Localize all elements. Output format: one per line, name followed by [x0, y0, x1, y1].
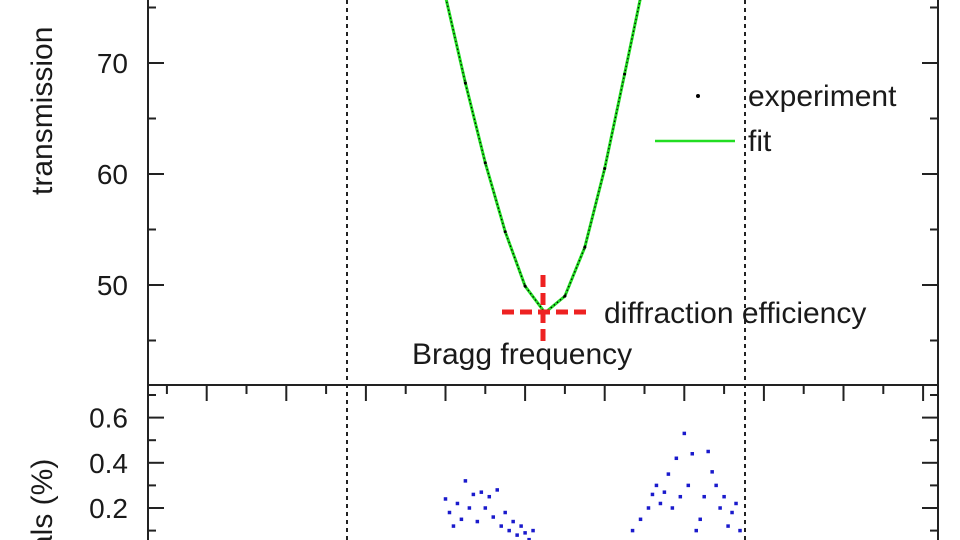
- residual-point: [531, 528, 535, 533]
- lower-y-axis-title: als (%): [26, 459, 59, 540]
- residual-point: [499, 524, 503, 528]
- residual-point: [698, 517, 702, 522]
- upper-series-group: [444, 0, 642, 315]
- residual-point: [650, 492, 655, 497]
- residual-point: [722, 494, 726, 499]
- residual-point: [682, 431, 687, 436]
- upper-y-tick-label: 70: [97, 48, 128, 79]
- upper-y-tick-label: 50: [97, 270, 128, 301]
- residual-point: [443, 497, 448, 501]
- residual-point: [519, 524, 523, 528]
- residual-point: [654, 483, 659, 488]
- residual-point: [710, 470, 714, 474]
- experiment-point: [463, 81, 467, 85]
- lower-y-tick-label: 0.6: [89, 403, 128, 434]
- residual-point: [662, 490, 667, 494]
- residual-point: [666, 472, 671, 476]
- residual-point: [515, 533, 519, 537]
- experiment-series-dots: [445, 0, 641, 314]
- bragg-marker: [502, 275, 592, 342]
- residual-point: [467, 506, 472, 510]
- experiment-point: [563, 294, 567, 298]
- residual-point: [475, 519, 480, 524]
- residual-point: [523, 531, 527, 535]
- experiment-point: [583, 245, 587, 249]
- residual-point: [507, 528, 511, 533]
- experiment-point: [623, 72, 627, 76]
- legend-fit-label: fit: [748, 125, 772, 158]
- residual-point: [678, 494, 683, 499]
- residual-point: [479, 490, 484, 494]
- residual-point: [503, 510, 507, 515]
- residual-point: [527, 537, 531, 540]
- residual-point: [483, 506, 488, 510]
- lower-y-tick-label: 0.2: [89, 493, 128, 524]
- residual-point: [674, 456, 679, 461]
- lower-series-group: [443, 431, 742, 540]
- residual-point: [702, 494, 706, 499]
- legend-experiment-marker: [696, 94, 700, 98]
- fit-series-line: [444, 0, 642, 315]
- diffraction-efficiency-label: diffraction efficiency: [604, 297, 866, 330]
- experiment-point: [503, 230, 507, 234]
- residual-point: [511, 519, 515, 524]
- residual-point: [726, 524, 730, 528]
- upper-y-ticks: 50 60 70: [97, 6, 938, 342]
- residual-point: [638, 517, 643, 522]
- residual-point: [714, 483, 718, 488]
- residual-point: [447, 510, 452, 515]
- residual-point: [646, 506, 651, 510]
- residual-point: [451, 524, 456, 528]
- bragg-frequency-label: Bragg frequency: [412, 338, 632, 371]
- upper-y-axis-title: transmission: [26, 27, 59, 195]
- upper-y-tick-label: 60: [97, 159, 128, 190]
- experiment-point: [603, 166, 607, 170]
- residual-point: [471, 492, 476, 497]
- residual-point: [670, 506, 675, 510]
- residual-point: [718, 506, 722, 510]
- x-ticks: [165, 385, 925, 401]
- residual-point: [694, 528, 698, 533]
- lower-y-ticks: 0.2 0.4 0.6: [89, 394, 938, 532]
- residual-point: [459, 517, 464, 522]
- residual-point: [686, 483, 691, 488]
- residual-point: [734, 501, 738, 506]
- experiment-point: [483, 161, 487, 165]
- residual-point: [491, 515, 496, 519]
- residual-point: [463, 479, 468, 483]
- residual-point: [658, 501, 663, 506]
- lower-y-tick-label: 0.4: [89, 448, 128, 479]
- legend-experiment-label: experiment: [748, 80, 897, 113]
- experiment-point: [523, 284, 527, 288]
- residual-point: [690, 452, 695, 456]
- residual-point: [706, 449, 710, 454]
- residual-point: [487, 494, 492, 499]
- residual-point: [495, 488, 499, 492]
- residual-point: [730, 510, 734, 515]
- residual-point: [630, 528, 635, 533]
- residual-point: [738, 528, 742, 533]
- residual-point: [455, 501, 460, 506]
